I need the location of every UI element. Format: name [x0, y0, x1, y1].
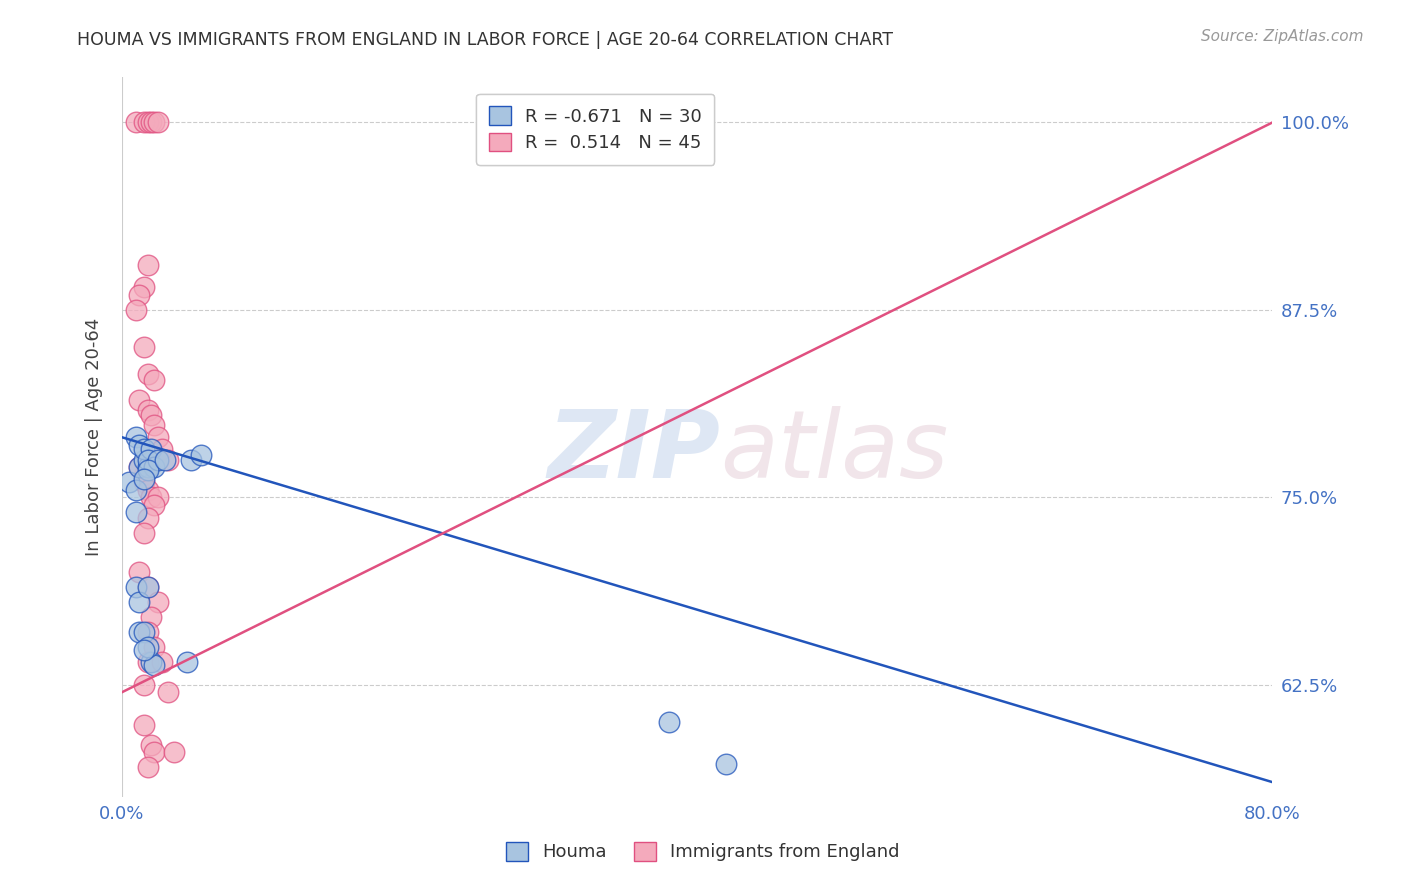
Point: [146, 452, 169, 467]
Point: [132, 643, 155, 657]
Point: [132, 452, 155, 467]
Point: [136, 511, 159, 525]
Point: [139, 408, 162, 422]
Point: [132, 472, 155, 486]
Point: [142, 498, 165, 512]
Point: [132, 340, 155, 354]
Point: [142, 640, 165, 655]
Point: [657, 715, 679, 730]
Point: [157, 685, 180, 699]
Point: [139, 442, 162, 457]
Point: [146, 430, 169, 444]
Point: [136, 625, 159, 640]
Point: [128, 460, 150, 475]
Point: [136, 580, 159, 594]
Point: [136, 760, 159, 774]
Point: [136, 463, 159, 477]
Point: [157, 452, 180, 467]
Point: [128, 392, 150, 407]
Point: [125, 505, 148, 519]
Point: [150, 655, 173, 669]
Point: [118, 475, 141, 490]
Point: [139, 738, 162, 752]
Point: [132, 475, 155, 490]
Point: [142, 745, 165, 759]
Point: [142, 460, 165, 475]
Point: [136, 403, 159, 417]
Point: [190, 448, 212, 462]
Point: [125, 483, 148, 497]
Point: [163, 745, 186, 759]
Text: Source: ZipAtlas.com: Source: ZipAtlas.com: [1201, 29, 1364, 44]
Point: [132, 467, 155, 482]
Point: [136, 452, 159, 467]
Point: [132, 280, 155, 294]
Point: [128, 288, 150, 302]
Point: [176, 655, 198, 669]
Point: [136, 258, 159, 272]
Point: [714, 757, 737, 772]
Point: [125, 302, 148, 317]
Point: [136, 368, 159, 382]
Point: [136, 483, 159, 497]
Point: [142, 658, 165, 673]
Point: [132, 115, 155, 129]
Point: [139, 610, 162, 624]
Y-axis label: In Labor Force | Age 20-64: In Labor Force | Age 20-64: [86, 318, 103, 557]
Point: [128, 625, 150, 640]
Point: [136, 580, 159, 594]
Point: [150, 442, 173, 457]
Point: [136, 640, 159, 655]
Point: [136, 115, 159, 129]
Point: [146, 595, 169, 609]
Point: [132, 526, 155, 541]
Point: [136, 655, 159, 669]
Point: [132, 678, 155, 692]
Point: [153, 452, 176, 467]
Point: [136, 460, 159, 475]
Point: [132, 718, 155, 732]
Point: [139, 490, 162, 504]
Text: ZIP: ZIP: [547, 406, 720, 498]
Point: [136, 460, 159, 475]
Point: [132, 625, 155, 640]
Text: HOUMA VS IMMIGRANTS FROM ENGLAND IN LABOR FORCE | AGE 20-64 CORRELATION CHART: HOUMA VS IMMIGRANTS FROM ENGLAND IN LABO…: [77, 31, 893, 49]
Point: [125, 580, 148, 594]
Point: [125, 115, 148, 129]
Point: [146, 490, 169, 504]
Legend: Houma, Immigrants from England: Houma, Immigrants from England: [494, 830, 912, 874]
Point: [128, 595, 150, 609]
Legend: R = -0.671   N = 30, R =  0.514   N = 45: R = -0.671 N = 30, R = 0.514 N = 45: [477, 94, 714, 165]
Point: [142, 418, 165, 433]
Point: [142, 373, 165, 387]
Point: [125, 430, 148, 444]
Text: atlas: atlas: [720, 406, 949, 497]
Point: [139, 655, 162, 669]
Point: [128, 460, 150, 475]
Point: [180, 452, 202, 467]
Point: [139, 115, 162, 129]
Point: [142, 115, 165, 129]
Point: [132, 442, 155, 457]
Point: [128, 566, 150, 580]
Point: [128, 438, 150, 452]
Point: [146, 115, 169, 129]
